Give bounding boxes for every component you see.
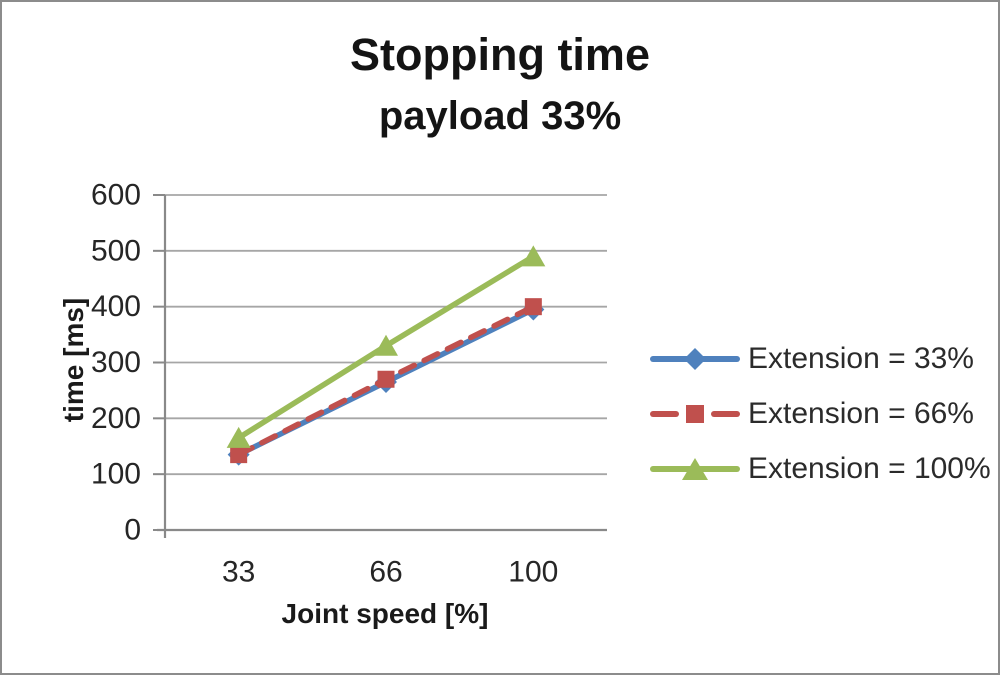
data-point-marker (377, 370, 395, 388)
y-axis-title: time [ms] (58, 297, 89, 423)
y-axis-tick-label: 300 (91, 346, 141, 379)
legend-label: Extension = 33% (748, 341, 974, 375)
chart-subtitle: payload 33% (378, 94, 622, 138)
data-point-marker (230, 446, 248, 464)
y-axis-tick-label: 200 (91, 402, 141, 435)
legend-key-icon (650, 347, 740, 370)
data-point-marker (524, 298, 542, 316)
legend-item: Extension = 33% (650, 331, 991, 386)
y-axis-tick-label: 0 (124, 514, 141, 547)
x-axis-title: Joint speed [%] (281, 598, 489, 629)
data-point-marker (226, 426, 251, 448)
legend-key-icon (650, 404, 740, 423)
x-axis-tick-label: 66 (369, 556, 402, 589)
x-axis-tick-label: 33 (222, 556, 255, 589)
chart-title: Stopping time (350, 29, 650, 80)
legend-label: Extension = 66% (748, 396, 974, 430)
y-axis-tick-label: 100 (91, 458, 141, 491)
y-axis-tick-label: 500 (91, 234, 141, 267)
legend-key-icon (650, 457, 740, 480)
y-axis-tick-label: 600 (91, 179, 141, 212)
x-axis-tick-label: 100 (508, 556, 558, 589)
legend-label: Extension = 100% (748, 451, 991, 485)
legend: Extension = 33% Extension = 66% Extension … (650, 331, 991, 496)
legend-item: Extension = 66% (650, 386, 991, 441)
y-axis-tick-label: 400 (91, 290, 141, 323)
data-point-marker (374, 334, 398, 356)
legend-item: Extension = 100% (650, 441, 991, 496)
data-point-marker (521, 245, 546, 267)
